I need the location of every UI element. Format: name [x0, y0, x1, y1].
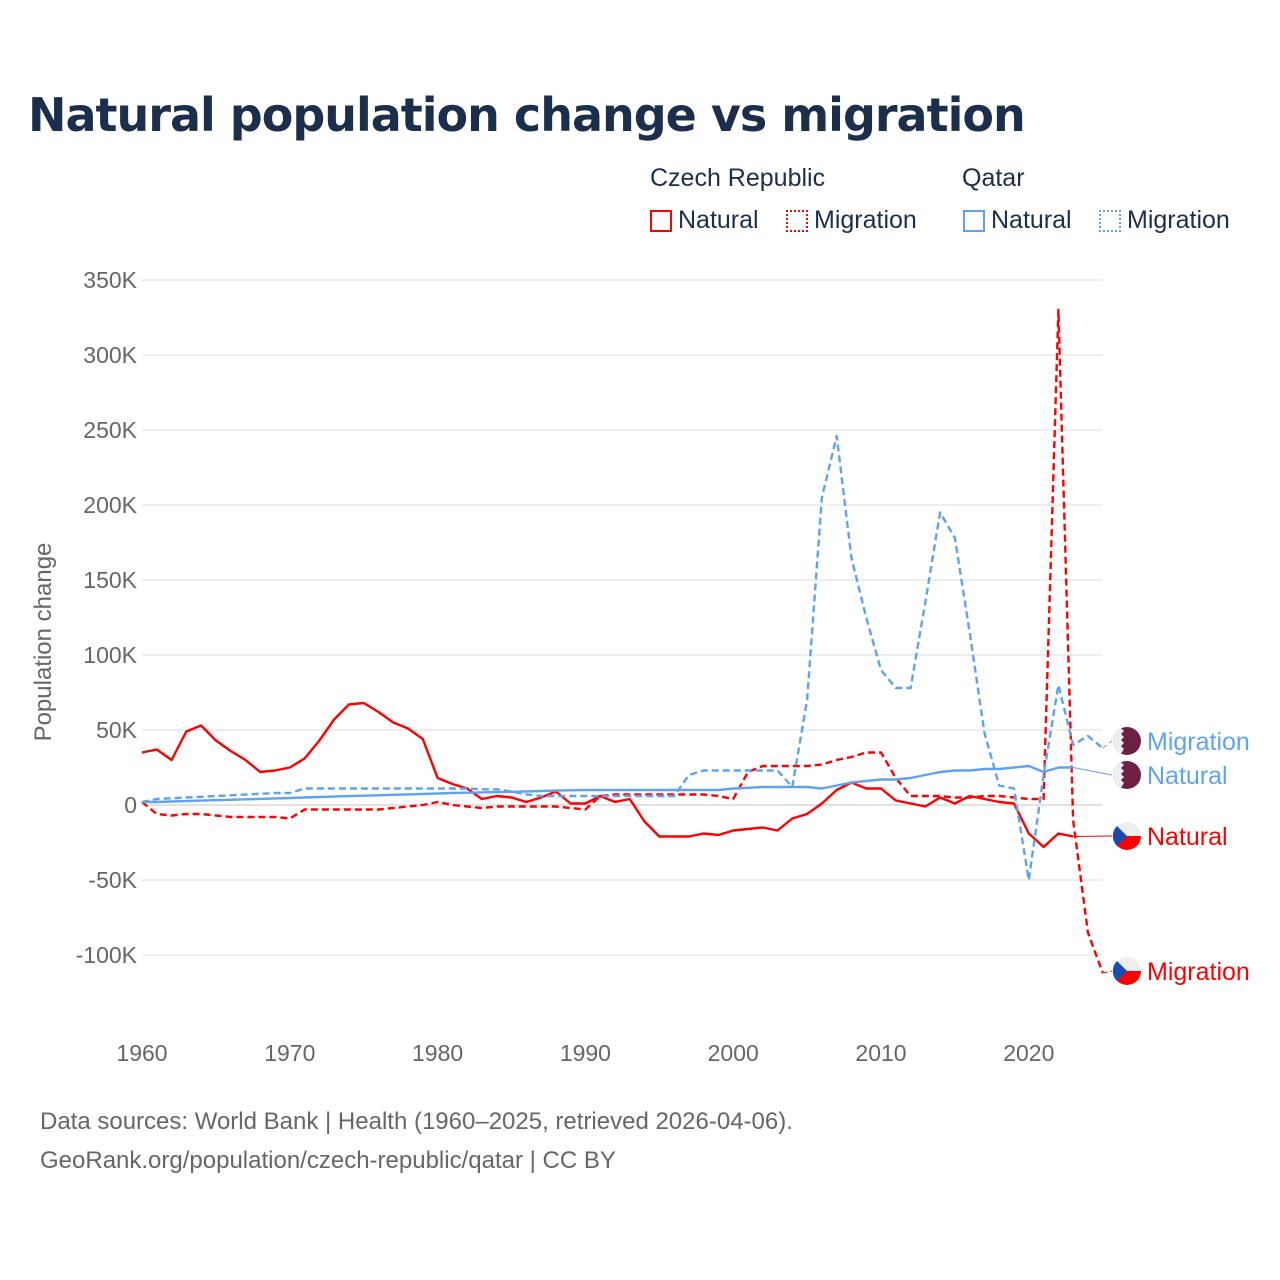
footer-attribution[interactable]: GeoRank.org/population/czech-republic/qa… — [40, 1147, 616, 1174]
series-line-qatar-natural — [142, 764, 1074, 804]
end-label: Migration — [1147, 728, 1250, 756]
legend-swatch-solid — [963, 209, 985, 232]
legend-label: Natural — [678, 206, 759, 234]
legend-label: Migration — [1127, 206, 1230, 234]
end-label: Natural — [1147, 823, 1228, 851]
legend-swatch-dotted — [1099, 209, 1121, 232]
x-tick-label: 1970 — [264, 1040, 315, 1066]
end-label: Natural — [1147, 762, 1228, 790]
flag-blue — [1112, 826, 1127, 846]
end-label-connector — [1102, 740, 1113, 749]
x-tick-label: 1990 — [560, 1040, 611, 1066]
y-tick-label: -50K — [88, 867, 137, 893]
legend-qatar-migration[interactable]: Migration — [1099, 206, 1230, 235]
legend-swatch-dotted — [786, 209, 808, 232]
series-line-czech-republic-natural — [141, 701, 1074, 849]
x-tick-label: 2020 — [1003, 1040, 1054, 1066]
x-tick-label: 1980 — [412, 1040, 463, 1066]
y-axis-label: Population change — [30, 543, 57, 742]
series-line-qatar-migration — [141, 434, 1104, 882]
end-label: Migration — [1147, 958, 1250, 986]
legend-qatar-natural[interactable]: Natural — [963, 206, 1072, 235]
chart-title: Natural population change vs migration — [28, 88, 1026, 142]
y-tick-label: 100K — [83, 642, 137, 668]
y-tick-label: 300K — [83, 342, 137, 368]
legend-group-qatar: Qatar — [962, 164, 1025, 192]
y-tick-label: 50K — [96, 717, 138, 743]
czech-flag-icon — [1112, 957, 1141, 985]
x-tick-label: 2010 — [855, 1040, 906, 1066]
x-tick-label: 1960 — [116, 1040, 167, 1066]
legend-swatch-solid — [650, 209, 672, 232]
legend-czech-natural[interactable]: Natural — [650, 206, 759, 235]
y-tick-label: -100K — [76, 942, 138, 968]
legend-label: Migration — [814, 206, 917, 234]
legend-group-czech: Czech Republic — [650, 164, 826, 192]
series-line-czech-republic-migration — [141, 308, 1104, 974]
legend-czech-migration[interactable]: Migration — [786, 206, 917, 235]
flag-blue — [1112, 961, 1127, 981]
footer-sources: Data sources: World Bank | Health (1960–… — [40, 1108, 793, 1135]
y-tick-label: 250K — [83, 417, 137, 443]
x-tick-label: 2000 — [708, 1040, 759, 1066]
y-tick-label: 350K — [83, 267, 137, 293]
qatar-flag-icon — [1113, 761, 1141, 789]
czech-flag-icon — [1112, 822, 1141, 850]
y-tick-label: 150K — [83, 567, 137, 593]
end-label-connector — [1102, 970, 1113, 974]
flag-white-band — [1113, 728, 1124, 754]
flag-white-band — [1113, 762, 1124, 788]
y-tick-label: 0 — [124, 792, 137, 818]
end-label-connector — [1073, 835, 1113, 837]
legend-label: Natural — [991, 206, 1072, 234]
end-label-connector — [1073, 767, 1113, 776]
y-tick-label: 200K — [83, 492, 137, 518]
qatar-flag-icon — [1113, 727, 1141, 755]
